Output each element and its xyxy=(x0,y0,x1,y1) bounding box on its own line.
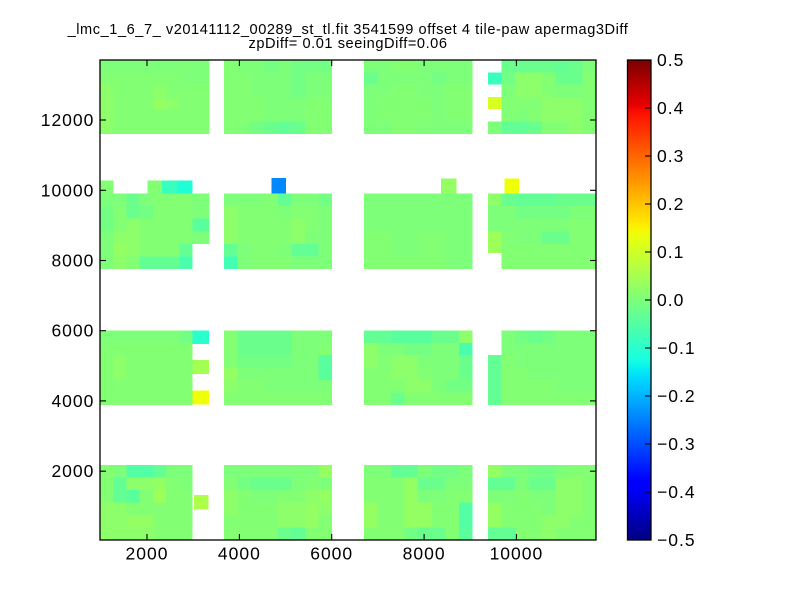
svg-text:6000: 6000 xyxy=(310,544,353,564)
svg-text:4000: 4000 xyxy=(218,544,261,564)
svg-text:−0.2: −0.2 xyxy=(657,386,696,406)
svg-text:2000: 2000 xyxy=(51,461,94,481)
svg-text:−0.4: −0.4 xyxy=(657,482,696,502)
svg-text:8000: 8000 xyxy=(51,251,94,271)
svg-text:0.3: 0.3 xyxy=(657,146,684,166)
svg-text:6000: 6000 xyxy=(51,321,94,341)
svg-text:10000: 10000 xyxy=(490,544,544,564)
svg-text:0.0: 0.0 xyxy=(657,290,684,310)
svg-text:0.5: 0.5 xyxy=(657,50,684,70)
svg-text:_lmc_1_6_7_ v20141112_00289_st: _lmc_1_6_7_ v20141112_00289_st_tl.fit 35… xyxy=(67,22,629,38)
svg-text:−0.3: −0.3 xyxy=(657,434,696,454)
svg-text:0.2: 0.2 xyxy=(657,194,684,214)
svg-text:0.1: 0.1 xyxy=(657,242,684,262)
svg-text:4000: 4000 xyxy=(51,391,94,411)
svg-text:zpDiff= 0.01 seeingDiff=0.06: zpDiff= 0.01 seeingDiff=0.06 xyxy=(248,36,447,52)
svg-text:8000: 8000 xyxy=(403,544,446,564)
svg-text:0.4: 0.4 xyxy=(657,98,684,118)
svg-text:−0.5: −0.5 xyxy=(657,530,696,550)
svg-text:10000: 10000 xyxy=(41,180,95,200)
svg-text:12000: 12000 xyxy=(41,110,95,130)
svg-text:2000: 2000 xyxy=(126,544,169,564)
svg-text:−0.1: −0.1 xyxy=(657,338,696,358)
